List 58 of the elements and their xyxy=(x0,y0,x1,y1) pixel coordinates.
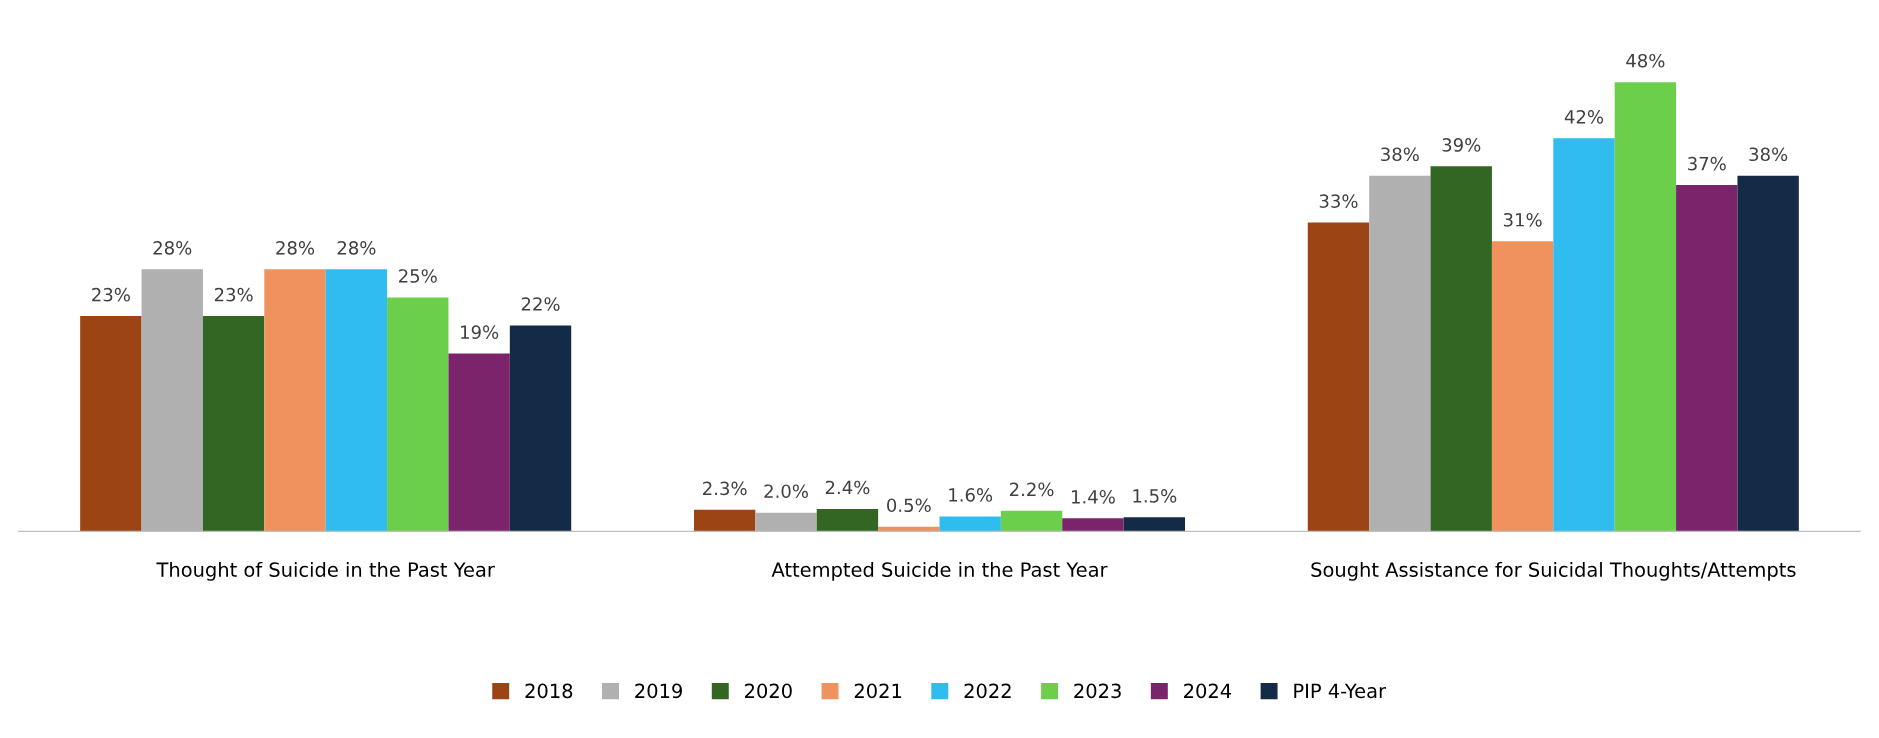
x-tick-label: Sought Assistance for Suicidal Thoughts/Attempts xyxy=(1311,561,1796,581)
data-label: 23% xyxy=(214,287,253,302)
data-label: 37% xyxy=(1688,156,1726,171)
data-label: 23% xyxy=(92,287,130,302)
legend-label: 2018 xyxy=(525,683,573,699)
bar xyxy=(1737,175,1799,532)
data-label: 0.5% xyxy=(887,498,931,513)
data-label: 38% xyxy=(1749,147,1788,162)
bar xyxy=(1430,166,1492,532)
data-label: 48% xyxy=(1626,53,1665,68)
legend-label: 2023 xyxy=(1074,683,1121,699)
x-tick-label: Thought of Suicide in the Past Year xyxy=(156,561,495,581)
data-label: 2.3% xyxy=(703,481,747,496)
data-label: 2.0% xyxy=(764,484,808,499)
bar xyxy=(141,269,203,532)
data-label: 25% xyxy=(399,269,437,283)
data-label: 31% xyxy=(1503,212,1542,227)
bar xyxy=(755,512,817,532)
bar xyxy=(509,325,572,532)
legend-label: 2021 xyxy=(854,683,902,699)
legend-label: 2019 xyxy=(635,683,682,699)
bar xyxy=(387,297,449,532)
bar xyxy=(202,316,265,532)
data-label: 28% xyxy=(276,241,315,255)
data-label: 1.6% xyxy=(949,488,993,502)
legend-label: PIP 4-Year xyxy=(1294,683,1387,699)
bar xyxy=(1614,82,1677,532)
bar xyxy=(1307,222,1370,532)
bar xyxy=(1491,241,1554,532)
data-label: 28% xyxy=(337,241,376,255)
bar xyxy=(693,509,756,532)
bar xyxy=(1062,518,1124,532)
data-label: 1.4% xyxy=(1072,489,1115,504)
bar xyxy=(1369,175,1431,532)
legend-label: 2020 xyxy=(745,683,792,699)
legend-label: 2024 xyxy=(1184,683,1232,699)
bar xyxy=(1553,138,1615,532)
bar xyxy=(1000,510,1063,532)
data-label: 28% xyxy=(153,241,192,255)
bar xyxy=(939,516,1001,532)
bar xyxy=(325,269,388,532)
legend-label: 2022 xyxy=(964,683,1011,699)
x-tick-label: Attempted Suicide in the Past Year xyxy=(771,561,1108,581)
data-label: 1.5% xyxy=(1133,489,1177,503)
bar xyxy=(1676,185,1738,532)
data-label: 2.2% xyxy=(1009,482,1054,497)
bar xyxy=(1123,517,1186,532)
data-label: 33% xyxy=(1319,194,1358,208)
data-label: 19% xyxy=(461,325,499,339)
data-label: 22% xyxy=(521,297,560,311)
data-label: 42% xyxy=(1564,110,1604,124)
data-label: 2.4% xyxy=(825,480,870,495)
bar xyxy=(264,269,326,532)
bar xyxy=(448,353,510,532)
bar xyxy=(816,508,879,532)
bar xyxy=(80,316,142,532)
data-label: 39% xyxy=(1442,138,1481,152)
data-label: 38% xyxy=(1381,147,1419,162)
